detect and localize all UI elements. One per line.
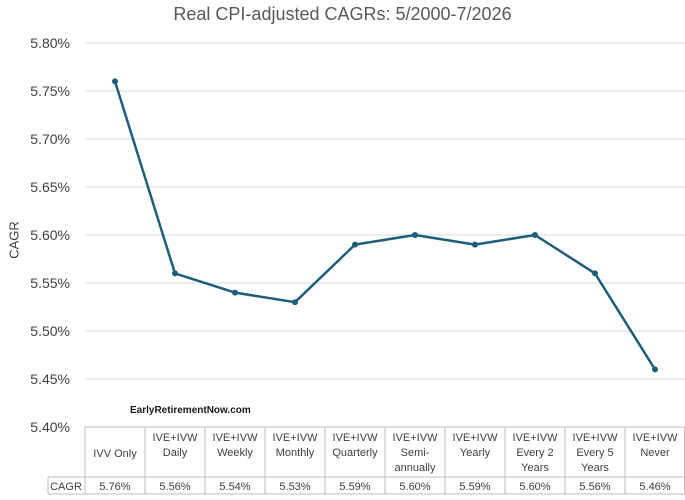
- data-point: [412, 232, 418, 238]
- x-tick-label: IVE+IVW: [153, 432, 199, 444]
- y-tick-label: 5.55%: [30, 275, 70, 291]
- chart-title: Real CPI-adjusted CAGRs: 5/2000-7/2026: [173, 4, 512, 24]
- table-value: 5.46%: [639, 481, 670, 493]
- x-tick-label: IVE+IVW: [453, 432, 499, 444]
- x-tick-label: Years: [581, 462, 609, 474]
- table-value: 5.54%: [219, 481, 250, 493]
- y-tick-label: 5.60%: [30, 227, 70, 243]
- table-value: 5.60%: [519, 481, 550, 493]
- y-tick-label: 5.45%: [30, 371, 70, 387]
- y-tick-label: 5.80%: [30, 35, 70, 51]
- x-tick-label: Every 5: [576, 447, 613, 459]
- data-point: [532, 232, 538, 238]
- table-value: 5.56%: [579, 481, 610, 493]
- x-tick-label: Every 2: [516, 447, 553, 459]
- x-tick-label: Semi-: [401, 447, 430, 459]
- x-tick-label: Weekly: [217, 447, 253, 459]
- table-row-label: CAGR: [50, 481, 82, 493]
- data-point: [112, 78, 118, 85]
- y-tick-label: 5.70%: [30, 131, 70, 147]
- table-value: 5.56%: [159, 481, 190, 493]
- x-tick-label: IVV Only: [93, 448, 137, 460]
- table-value: 5.59%: [339, 481, 370, 493]
- x-tick-label: Yearly: [460, 447, 491, 459]
- x-tick-label: IVE+IVW: [393, 432, 439, 444]
- x-tick-label: Years: [521, 462, 549, 474]
- table-value: 5.53%: [279, 481, 310, 493]
- data-point: [472, 241, 478, 248]
- x-tick-label: IVE+IVW: [513, 432, 559, 444]
- y-tick-label: 5.75%: [30, 83, 70, 99]
- table-value: 5.76%: [99, 481, 130, 493]
- table-value: 5.60%: [399, 481, 430, 493]
- data-point: [292, 299, 298, 306]
- data-point: [352, 241, 358, 248]
- y-tick-label: 5.50%: [30, 323, 70, 339]
- data-point: [592, 270, 598, 277]
- x-tick-label: Quarterly: [332, 447, 378, 459]
- x-tick-label: IVE+IVW: [573, 432, 619, 444]
- data-point: [652, 366, 658, 373]
- watermark: EarlyRetirementNow.com: [130, 405, 251, 416]
- data-point: [172, 270, 178, 277]
- data-point: [232, 289, 238, 296]
- x-tick-label: IVE+IVW: [633, 432, 679, 444]
- x-tick-label: IVE+IVW: [273, 432, 319, 444]
- x-tick-label: IVE+IVW: [213, 432, 259, 444]
- x-tick-label: annually: [395, 462, 436, 474]
- x-tick-label: IVE+IVW: [333, 432, 379, 444]
- x-tick-label: Never: [640, 447, 670, 459]
- y-tick-label: 5.65%: [30, 179, 70, 195]
- series-line: [113, 81, 657, 371]
- y-tick-label: 5.40%: [30, 419, 70, 435]
- x-tick-label: Monthly: [276, 447, 315, 459]
- table-value: 5.59%: [459, 481, 490, 493]
- x-tick-label: Daily: [163, 447, 188, 459]
